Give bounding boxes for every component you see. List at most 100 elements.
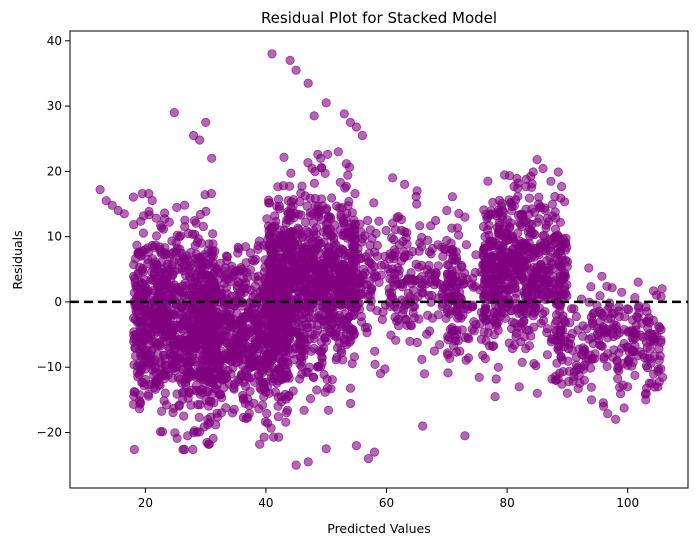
scatter-point <box>286 168 296 178</box>
scatter-point <box>300 338 310 348</box>
scatter-point <box>195 209 205 220</box>
scatter-point <box>253 275 263 285</box>
scatter-point <box>560 245 571 255</box>
scatter-point <box>153 315 163 325</box>
scatter-point <box>502 262 512 273</box>
scatter-point <box>443 277 453 287</box>
scatter-point <box>547 199 558 209</box>
scatter-point <box>442 235 452 246</box>
scatter-point <box>168 407 178 418</box>
scatter-point <box>254 355 264 365</box>
scatter-point <box>134 370 144 380</box>
scatter-point <box>212 292 222 303</box>
scatter-point <box>613 306 624 316</box>
scatter-point <box>586 395 597 405</box>
scatter-point <box>260 417 270 427</box>
scatter-point <box>241 242 251 252</box>
scatter-point <box>427 243 438 254</box>
scatter-point <box>493 285 503 295</box>
scatter-point <box>157 406 167 416</box>
scatter-point <box>339 109 349 119</box>
scatter-point <box>369 447 380 457</box>
scatter-point <box>479 327 489 337</box>
scatter-point <box>620 312 630 322</box>
scatter-point <box>460 212 470 222</box>
scatter-point <box>286 197 297 207</box>
scatter-point <box>541 274 551 284</box>
scatter-point <box>222 252 232 262</box>
scatter-point <box>259 432 269 442</box>
scatter-point <box>130 387 140 397</box>
scatter-point <box>320 168 330 178</box>
scatter-point <box>95 185 105 195</box>
scatter-point <box>419 369 430 379</box>
scatter-point <box>219 272 229 282</box>
scatter-point <box>512 303 523 313</box>
scatter-point <box>327 319 338 329</box>
scatter-point <box>304 306 314 316</box>
scatter-point <box>563 343 573 354</box>
scatter-point <box>133 249 143 259</box>
scatter-point <box>272 201 282 211</box>
scatter-point <box>156 427 166 437</box>
scatter-point <box>309 178 319 188</box>
scatter-point <box>602 327 613 337</box>
scatter-point <box>551 293 561 303</box>
scatter-point <box>546 176 556 186</box>
scatter-point <box>612 356 622 366</box>
x-tick-label: 60 <box>379 496 394 510</box>
scatter-point <box>387 173 398 183</box>
scatter-point <box>532 217 543 227</box>
scatter-point <box>513 248 523 258</box>
scatter-point <box>559 273 569 284</box>
scatter-point <box>221 283 231 293</box>
scatter-point <box>345 383 356 393</box>
scatter-point <box>319 316 329 326</box>
scatter-point <box>221 403 231 413</box>
scatter-point <box>490 391 500 402</box>
scatter-point <box>169 108 179 118</box>
scatter-point <box>107 200 117 210</box>
scatter-point <box>178 318 188 328</box>
scatter-point <box>562 388 573 398</box>
scatter-point <box>172 433 182 443</box>
scatter-point <box>239 355 249 365</box>
scatter-point <box>264 388 274 398</box>
scatter-point <box>325 327 336 337</box>
scatter-point <box>532 155 542 165</box>
scatter-point <box>656 324 666 335</box>
scatter-point <box>288 386 298 396</box>
scatter-point <box>460 333 470 343</box>
scatter-point <box>571 311 582 322</box>
scatter-point <box>366 284 376 294</box>
scatter-point <box>261 279 271 289</box>
scatter-point <box>242 365 252 375</box>
scatter-point <box>403 288 413 298</box>
x-axis-ticks: 20 40 60 80 100 <box>138 488 639 510</box>
scatter-point <box>653 382 663 392</box>
scatter-point <box>516 318 527 328</box>
scatter-point <box>238 412 248 423</box>
scatter-point <box>550 375 561 385</box>
scatter-point <box>469 326 479 336</box>
scatter-point <box>610 414 621 424</box>
scatter-point <box>319 302 329 312</box>
scatter-point <box>408 308 418 318</box>
scatter-point <box>407 246 418 257</box>
scatter-point <box>375 368 386 379</box>
scatter-point <box>370 346 380 356</box>
scatter-point <box>357 130 367 141</box>
scatter-point <box>450 333 460 343</box>
scatter-point <box>137 342 147 352</box>
scatter-point <box>329 258 339 268</box>
scatter-point <box>480 353 490 364</box>
scatter-point <box>355 219 365 229</box>
scatter-point <box>294 225 304 235</box>
scatter-point <box>312 385 322 395</box>
scatter-point <box>597 271 607 281</box>
scatter-point <box>297 346 307 356</box>
scatter-point <box>412 199 422 209</box>
scatter-point <box>351 440 361 451</box>
scatter-point <box>180 215 190 225</box>
scatter-point <box>363 453 373 464</box>
